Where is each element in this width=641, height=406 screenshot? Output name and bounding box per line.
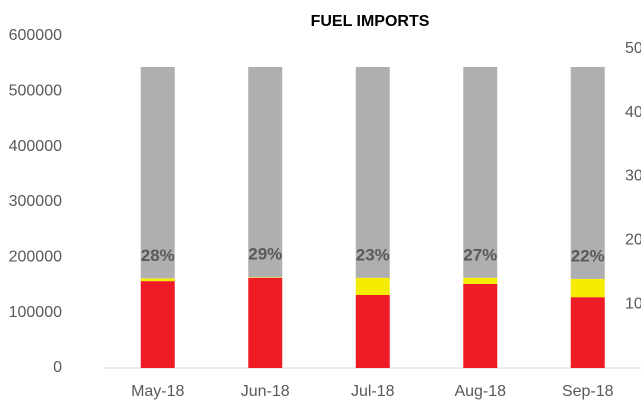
- bar-segment: [570, 66, 605, 279]
- y2-tick-label: 20: [625, 232, 641, 249]
- data-label: 28%: [141, 246, 175, 265]
- y-tick-label: 200000: [9, 249, 62, 266]
- bar-segment: [140, 66, 175, 279]
- y2-tick-label: 40: [625, 104, 641, 121]
- x-tick-label: May-18: [131, 383, 184, 400]
- y2-tick-label: 50: [625, 40, 641, 57]
- bar-segment: [570, 278, 605, 298]
- x-tick-label: Sep-18: [562, 383, 614, 400]
- bar-segment: [463, 283, 498, 368]
- y-tick-label: 0: [53, 359, 62, 376]
- y2-tick-label: 10: [625, 295, 641, 312]
- data-label: 22%: [571, 246, 605, 265]
- bar-segment: [248, 66, 283, 278]
- bar-segment: [355, 277, 390, 295]
- y-tick-label: 400000: [9, 138, 62, 155]
- y-tick-label: 500000: [9, 83, 62, 100]
- bar-segment: [140, 278, 175, 282]
- y2-tick-label: 30: [625, 168, 641, 185]
- bar-segment: [463, 277, 498, 284]
- x-tick-label: Jul-18: [351, 383, 395, 400]
- data-label: 29%: [248, 245, 282, 264]
- x-tick-label: Aug-18: [454, 383, 506, 400]
- bar-segment: [570, 297, 605, 368]
- bar-segment: [248, 277, 283, 368]
- x-tick-label: Jun-18: [241, 383, 290, 400]
- bar-segment: [140, 281, 175, 368]
- data-label: 27%: [463, 245, 497, 264]
- bar-segment: [355, 66, 390, 278]
- bar-segment: [463, 66, 498, 278]
- y-tick-label: 600000: [9, 27, 62, 44]
- bar-segment: [355, 294, 390, 368]
- bar-segment: [248, 277, 283, 278]
- y-tick-label: 300000: [9, 193, 62, 210]
- data-label: 23%: [356, 245, 390, 264]
- y-tick-label: 100000: [9, 304, 62, 321]
- chart-title: FUEL IMPORTS: [311, 13, 430, 30]
